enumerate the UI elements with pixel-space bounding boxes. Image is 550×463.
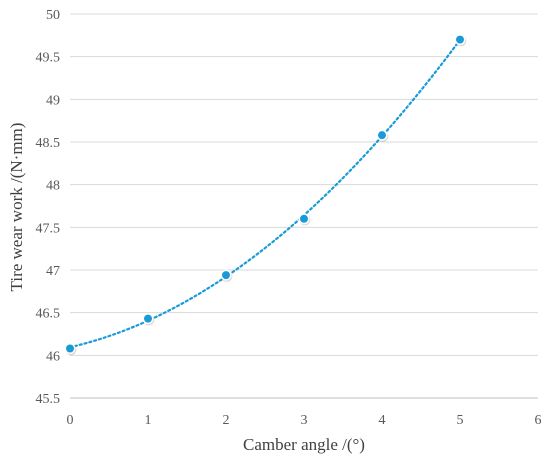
data-point [298,213,311,226]
data-point [64,343,77,356]
y-tick-label: 47 [46,264,60,279]
data-point [376,129,389,142]
data-point-marker [66,344,74,353]
data-point-marker [222,271,230,280]
gridlines [70,13,538,356]
x-tick-label: 5 [457,413,464,428]
data-point-marker [456,35,464,44]
x-tick-label: 4 [379,413,386,428]
y-tick-label: 50 [46,8,60,23]
y-tick-label: 49.5 [36,51,61,66]
x-tick-labels: 0 1 2 3 4 5 6 [67,413,542,428]
x-axis-title: Camber angle /(°) [243,435,365,454]
y-tick-label: 46.5 [36,307,61,322]
data-point-marker [378,131,386,140]
x-tick-label: 1 [145,413,152,428]
x-tick-label: 6 [535,413,542,428]
data-points [64,34,467,356]
data-point [454,34,467,47]
y-tick-label: 48 [46,179,60,194]
data-point [220,269,233,282]
x-tick-label: 2 [223,413,230,428]
x-tick-label: 0 [67,413,74,428]
y-tick-labels: 45.5 46 46.5 47 47.5 48 48.5 49 49.5 50 [36,8,61,407]
y-tick-label: 49 [46,93,60,108]
data-point-marker [144,314,152,323]
y-tick-label: 45.5 [36,392,61,407]
data-point-marker [300,214,308,223]
x-tick-label: 3 [301,413,308,428]
y-axis-title: Tire wear work /(N·mm) [7,123,26,292]
y-tick-label: 47.5 [36,221,61,236]
data-point [142,313,155,326]
y-tick-label: 48.5 [36,136,61,151]
y-tick-label: 46 [46,349,60,364]
trendline [68,38,462,349]
